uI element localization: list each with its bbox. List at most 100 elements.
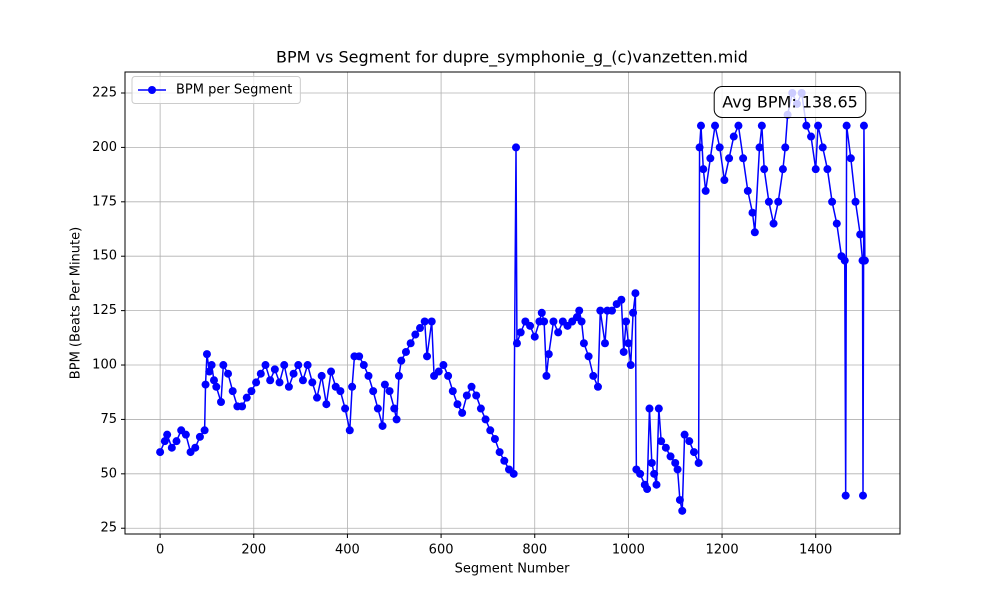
data-point <box>657 437 666 446</box>
data-point <box>448 387 457 396</box>
data-point <box>696 121 705 130</box>
data-point <box>654 404 663 413</box>
data-point <box>247 387 256 396</box>
data-point <box>256 369 265 378</box>
x-tick-label: 600 <box>429 543 454 558</box>
data-point <box>327 367 336 376</box>
x-tick-label: 200 <box>241 543 266 558</box>
data-point <box>289 369 298 378</box>
data-point <box>675 495 684 504</box>
data-point <box>530 332 539 341</box>
data-point <box>828 197 837 206</box>
data-point <box>748 208 757 217</box>
x-tick-label: 400 <box>335 543 360 558</box>
y-tick-label: 25 <box>100 521 117 536</box>
data-point <box>823 165 832 174</box>
data-point <box>472 391 481 400</box>
data-point <box>841 491 850 500</box>
y-tick-label: 50 <box>100 466 117 481</box>
data-point <box>294 361 303 370</box>
data-point <box>205 367 214 376</box>
data-point <box>743 186 752 195</box>
data-point <box>645 404 654 413</box>
data-point <box>542 371 551 380</box>
data-point <box>671 458 680 467</box>
data-point <box>622 317 631 326</box>
data-point <box>420 317 429 326</box>
data-point <box>778 165 787 174</box>
data-point <box>308 378 317 387</box>
data-point <box>397 356 406 365</box>
data-point <box>216 398 225 407</box>
data-point <box>577 317 586 326</box>
data-point <box>270 365 279 374</box>
chart-title: BPM vs Segment for dupre_symphonie_g_(c)… <box>276 48 748 68</box>
data-point <box>540 317 549 326</box>
data-point <box>624 339 633 348</box>
data-point <box>261 361 270 370</box>
data-point <box>385 387 394 396</box>
data-point <box>750 228 759 237</box>
data-point <box>416 324 425 333</box>
x-tick-label: 1200 <box>706 543 739 558</box>
data-point <box>298 376 307 385</box>
data-point <box>701 186 710 195</box>
data-point <box>840 256 849 265</box>
y-tick-label: 150 <box>92 249 117 264</box>
data-point <box>201 380 210 389</box>
data-point <box>811 165 820 174</box>
data-point <box>617 295 626 304</box>
data-point <box>345 426 354 435</box>
data-point <box>284 382 293 391</box>
y-tick-label: 75 <box>100 412 117 427</box>
data-point <box>774 197 783 206</box>
data-point <box>694 458 703 467</box>
data-point <box>846 154 855 163</box>
data-point <box>242 393 251 402</box>
y-tick-label: 225 <box>92 86 117 101</box>
data-point <box>207 361 216 370</box>
data-point <box>160 437 169 446</box>
data-point <box>720 176 729 185</box>
data-point <box>453 400 462 409</box>
data-point <box>818 143 827 152</box>
data-point <box>275 378 284 387</box>
data-point <box>666 452 675 461</box>
data-point <box>673 465 682 474</box>
data-point <box>172 437 181 446</box>
data-point <box>802 121 811 130</box>
data-point <box>486 426 495 435</box>
data-point <box>689 448 698 457</box>
data-point <box>317 371 326 380</box>
data-point <box>579 339 588 348</box>
y-axis-label: BPM (Beats Per Minute) <box>69 227 84 379</box>
data-point <box>341 404 350 413</box>
annotation: Avg BPM: 138.65 <box>722 93 858 112</box>
data-point <box>807 132 816 141</box>
data-point <box>631 289 640 298</box>
data-point <box>661 443 670 452</box>
x-tick-label: 0 <box>156 543 164 558</box>
data-point <box>266 376 275 385</box>
data-point <box>200 426 209 435</box>
data-point <box>512 339 521 348</box>
data-point <box>401 347 410 356</box>
data-point <box>584 352 593 361</box>
data-point <box>509 469 518 478</box>
data-point <box>322 400 331 409</box>
data-point <box>859 491 868 500</box>
data-point <box>537 308 546 317</box>
data-point <box>764 197 773 206</box>
data-point <box>280 361 289 370</box>
data-point <box>495 448 504 457</box>
data-point <box>202 350 211 359</box>
data-point <box>312 393 321 402</box>
plot-frame <box>124 71 901 535</box>
data-point <box>685 437 694 446</box>
legend-box <box>131 76 301 104</box>
data-point <box>163 430 172 439</box>
data-point <box>629 308 638 317</box>
data-point <box>643 485 652 494</box>
data-point <box>589 371 598 380</box>
y-tick-label: 175 <box>92 194 117 209</box>
